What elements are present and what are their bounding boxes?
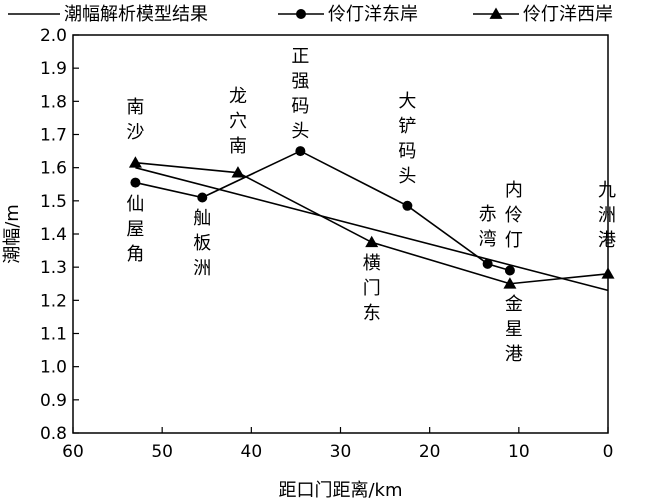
station-label: 大铲码头 <box>398 91 416 187</box>
data-point-triangle <box>365 235 379 248</box>
x-tick-label: 10 <box>508 442 530 462</box>
series-0 <box>135 166 609 292</box>
y-tick-label: 0.8 <box>40 424 67 444</box>
y-tick-label: 1.0 <box>40 358 67 378</box>
data-point-triangle <box>128 156 142 168</box>
station-label: 内伶仃 <box>505 180 523 251</box>
y-tick-label: 1.3 <box>40 258 67 278</box>
y-tick-label: 1.5 <box>40 192 67 212</box>
station-label: 仙屋角 <box>126 194 144 265</box>
data-point-triangle <box>601 267 615 279</box>
y-tick-label: 1.9 <box>40 59 67 79</box>
x-tick-label: 0 <box>603 442 614 462</box>
data-point-triangle <box>231 166 245 178</box>
data-point-triangle <box>489 7 503 19</box>
axis-ticks: 60 50 40 30 20 10 0 0.8 0.9 1.0 1.1 1.2 1.3 1.4 1.5 1.6… <box>40 26 613 462</box>
legend-label: 伶仃洋东岸 <box>328 4 418 25</box>
station-label: 金星港 <box>505 294 523 365</box>
legend: 潮幅解析模型结果 伶仃洋东岸 伶仃洋西岸 <box>8 4 613 25</box>
legend-item-2: 伶仃洋西岸 <box>473 4 613 25</box>
legend-label: 伶仃洋西岸 <box>523 4 613 25</box>
y-tick-label: 1.4 <box>40 225 67 245</box>
x-tick-label: 40 <box>241 442 263 462</box>
x-tick-label: 50 <box>151 442 173 462</box>
station-label: 正强码头 <box>291 46 309 142</box>
x-tick-label: 60 <box>62 442 84 462</box>
y-tick-label: 1.7 <box>40 126 67 146</box>
x-tick-label: 20 <box>419 442 441 462</box>
series-line <box>135 166 609 292</box>
station-label: 南沙 <box>126 97 144 143</box>
station-label: 赤湾 <box>479 204 497 250</box>
data-point-circle <box>197 192 208 203</box>
x-tick-label: 30 <box>330 442 352 462</box>
legend-item-0: 潮幅解析模型结果 <box>8 4 208 25</box>
y-tick-label: 1.6 <box>40 159 67 179</box>
y-tick-label: 1.1 <box>40 325 67 345</box>
station-label: 舢板洲 <box>193 208 211 279</box>
series-layer <box>128 146 615 292</box>
y-tick-label: 2.0 <box>40 26 67 46</box>
legend-item-1: 伶仃洋东岸 <box>278 4 418 25</box>
y-tick-label: 0.9 <box>40 391 67 411</box>
series-1 <box>130 146 515 276</box>
data-point-circle <box>130 177 141 188</box>
data-point-circle <box>296 9 306 19</box>
station-label: 龙穴南 <box>229 86 247 157</box>
legend-label: 潮幅解析模型结果 <box>64 4 208 25</box>
station-label: 横门东 <box>363 253 381 324</box>
y-axis-title: 潮幅/m <box>2 204 23 264</box>
data-point-circle <box>402 200 413 211</box>
x-axis-title: 距口门距离/km <box>278 480 402 501</box>
data-point-circle <box>295 146 306 157</box>
station-label: 九洲港 <box>598 180 616 251</box>
data-point-triangle <box>503 277 517 289</box>
data-point-circle <box>482 258 493 269</box>
y-tick-label: 1.8 <box>40 92 67 112</box>
y-tick-label: 1.2 <box>40 291 67 311</box>
data-point-circle <box>504 265 515 276</box>
series-2 <box>128 156 615 289</box>
